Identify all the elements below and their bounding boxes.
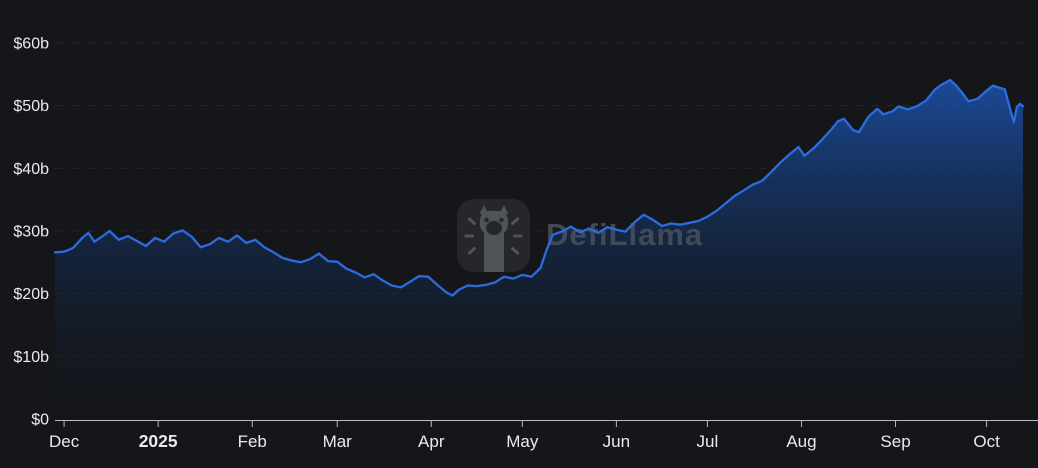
tvl-area-fill [55, 80, 1023, 420]
y-axis-label: $0 [31, 412, 49, 429]
defillama-watermark: DefiLlama [457, 199, 703, 272]
x-axis-label: Mar [323, 432, 353, 451]
x-axis-label: 2025 [139, 431, 178, 451]
x-axis-label: Jun [603, 432, 630, 451]
x-axis-label: Feb [238, 432, 267, 451]
tvl-line [53, 78, 1025, 297]
llama-logo-rays-icon [464, 217, 523, 255]
x-axis-label: May [506, 432, 539, 451]
y-axis-label: $30b [13, 224, 49, 241]
y-axis-label: $40b [13, 161, 49, 178]
y-axis-label: $50b [13, 98, 49, 115]
x-axis-label: Sep [880, 432, 910, 451]
x-axis-label: Aug [786, 432, 816, 451]
y-axis-label: $20b [13, 286, 49, 303]
y-axis-label: $10b [13, 349, 49, 366]
y-axis-label: $60b [13, 36, 49, 53]
x-axis-label: Jul [697, 432, 719, 451]
watermark-text: DefiLlama [546, 217, 703, 252]
x-axis-label: Oct [973, 432, 1000, 451]
x-axis-label: Apr [418, 432, 445, 451]
x-axis-label: Dec [49, 432, 80, 451]
